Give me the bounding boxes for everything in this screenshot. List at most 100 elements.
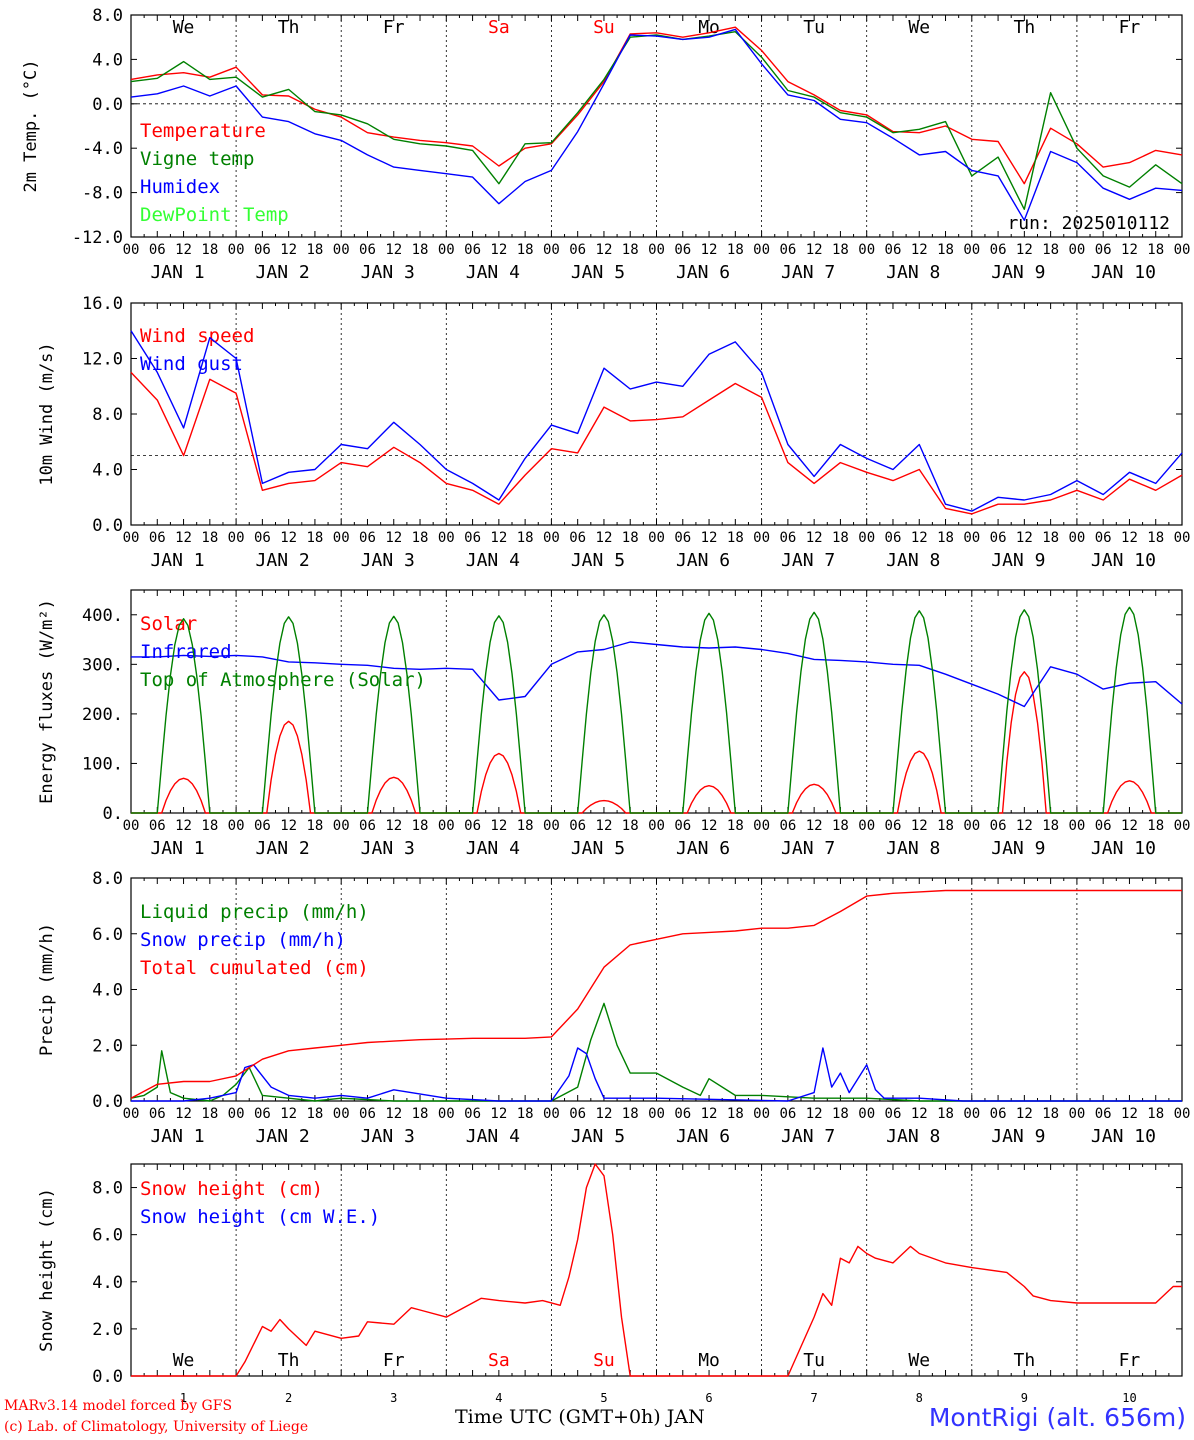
hour-tick-label: 00 [543,530,560,546]
date-label: JAN 4 [466,550,520,571]
hour-tick-label: 18 [937,818,954,834]
panel-5: 1 2 3 4 5 6 7 8 9 10 We Th Fr Sa Su Mo Tu We Th Fr 8.0 6.0 4.0… [37,1163,1183,1405]
series-line [131,1163,1182,1377]
hour-tick-label: 12 [175,818,192,834]
y-tick-label: 8.0 [92,1179,123,1199]
hour-tick-label: 06 [990,1106,1007,1122]
hour-tick-label: 12 [701,530,718,546]
hour-tick-label: 18 [517,530,534,546]
hour-tick-label: 18 [201,242,218,258]
date-label: JAN 7 [781,550,835,571]
day-number: 7 [811,1391,818,1405]
hour-tick-label: 00 [1068,1106,1085,1122]
date-label: JAN 7 [781,838,835,859]
x-axis-title: Time UTC (GMT+0h) JAN [455,1406,705,1428]
hour-tick-label: 06 [464,242,481,258]
date-label: JAN 5 [571,262,625,283]
hour-tick-label: 18 [201,1106,218,1122]
hour-tick-label: 12 [1016,1106,1033,1122]
legend-entry: Temperature [140,120,266,142]
hour-tick-label: 00 [123,818,140,834]
hour-tick-label: 06 [254,530,271,546]
hour-tick-label: 06 [569,1106,586,1122]
series-line [130,28,1183,221]
hour-tick-label: 00 [228,242,245,258]
date-label: JAN 10 [1091,550,1156,571]
y-tick-label: 4.0 [92,461,123,481]
legend-entry: Snow height (cm) [140,1178,323,1200]
y-axis-title: Precip (mm/h) [37,923,57,1056]
hour-tick-label: 06 [990,818,1007,834]
hour-tick-label: 06 [990,242,1007,258]
hour-tick-label: 00 [543,242,560,258]
hour-tick-label: 18 [727,818,744,834]
day-number: 3 [390,1391,397,1405]
hour-tick-label: 12 [806,1106,823,1122]
hour-tick-label: 18 [1042,242,1059,258]
hour-tick-label: 00 [438,530,455,546]
hour-tick-label: 06 [1095,1106,1112,1122]
hour-tick-label: 12 [385,1106,402,1122]
hour-tick-label: 18 [1147,242,1164,258]
hour-tick-label: 00 [753,530,770,546]
legend-entry: Infrared [140,641,232,663]
panel-2: 00 06 12 18 JAN 1 00 06 12 18 JAN 2 00 06 12 18 JAN 3 0… [37,294,1190,571]
date-label: JAN 2 [256,1126,310,1147]
hour-tick-label: 18 [412,242,429,258]
panel-3: 00 06 12 18 JAN 1 00 06 12 18 JAN 2 00 06 12 18 JAN 3 0… [37,589,1191,859]
panel-1: 00 06 12 18 JAN 1 00 06 12 18 JAN 2 00 06 12 18 JAN 3 0… [21,6,1190,283]
hour-tick-label: 00 [1174,818,1191,834]
day-number: 5 [600,1391,607,1405]
y-tick-label: 4.0 [92,981,123,1001]
date-label: JAN 5 [571,838,625,859]
date-label: JAN 2 [256,262,310,283]
weekday-label: Sa [488,17,510,38]
hour-tick-label: 06 [149,242,166,258]
hour-tick-label: 12 [911,818,928,834]
hour-tick-label: 00 [228,818,245,834]
hour-tick-label: 06 [149,1106,166,1122]
hour-tick-label: 18 [201,530,218,546]
hour-tick-label: 12 [911,530,928,546]
hour-tick-label: 00 [228,1106,245,1122]
hour-tick-label: 12 [490,1106,507,1122]
y-tick-label: 16.0 [82,294,123,314]
hour-tick-label: 18 [1042,1106,1059,1122]
hour-tick-label: 12 [490,242,507,258]
hour-tick-label: 06 [359,530,376,546]
series-line [130,889,1182,1099]
hour-tick-label: 18 [1042,818,1059,834]
hour-tick-label: 12 [701,1106,718,1122]
station-name: MontRigi (alt. 656m) [928,1403,1186,1432]
date-label: JAN 1 [150,1126,204,1147]
hour-tick-label: 06 [779,530,796,546]
weekday-label: Fr [1119,1350,1141,1371]
hour-tick-label: 06 [779,242,796,258]
hour-tick-label: 18 [412,1106,429,1122]
hour-tick-label: 12 [911,1106,928,1122]
hour-tick-label: 00 [1174,242,1191,258]
y-tick-label: -4.0 [82,139,123,159]
hour-tick-label: 06 [149,818,166,834]
y-axis-title: 2m Temp. (°C) [21,59,41,192]
hour-tick-label: 00 [963,530,980,546]
hour-tick-label: 00 [543,1106,560,1122]
date-label: JAN 1 [150,838,204,859]
hour-tick-label: 12 [1016,530,1033,546]
hour-tick-label: 12 [1121,1106,1138,1122]
legend-entry: Liquid precip (mm/h) [140,901,369,923]
hour-tick-label: 00 [123,1106,140,1122]
day-number: 9 [1021,1391,1028,1405]
weekday-label: We [908,17,930,38]
y-tick-label: 300. [82,655,123,675]
hour-tick-label: 18 [832,242,849,258]
date-label: JAN 6 [676,1126,730,1147]
y-tick-label: 0.0 [92,95,123,115]
weekday-label: Su [593,1350,615,1371]
hour-tick-label: 00 [1174,530,1191,546]
legend-entry: Humidex [140,176,220,198]
hour-tick-label: 06 [674,1106,691,1122]
date-label: JAN 5 [571,550,625,571]
hour-tick-label: 00 [858,1106,875,1122]
